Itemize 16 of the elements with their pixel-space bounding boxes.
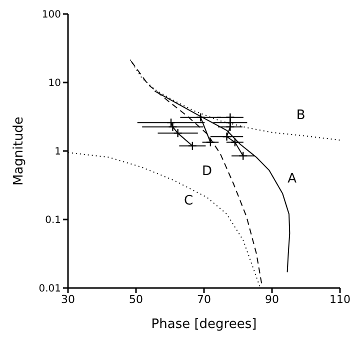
y-tick-label: 0.1 (45, 215, 61, 226)
y-tick-label: 10 (48, 78, 61, 90)
series-label: A (288, 171, 297, 187)
y-tick-label: 0.01 (38, 284, 61, 295)
series-label: C (184, 193, 194, 208)
x-tick-label: 110 (330, 292, 350, 306)
series-label: D (202, 164, 212, 180)
x-tick-label: 70 (197, 292, 211, 306)
y-tick-label: 100 (42, 10, 61, 21)
x-axis-title: Phase [degrees] (151, 317, 257, 332)
y-axis-title: Magnitude (12, 116, 27, 186)
x-tick-label: 50 (129, 292, 143, 306)
x-tick-label: 90 (265, 292, 279, 306)
y-tick-label: 1 (54, 146, 61, 158)
x-tick-label: 30 (61, 292, 75, 306)
series-label: B (296, 108, 306, 123)
